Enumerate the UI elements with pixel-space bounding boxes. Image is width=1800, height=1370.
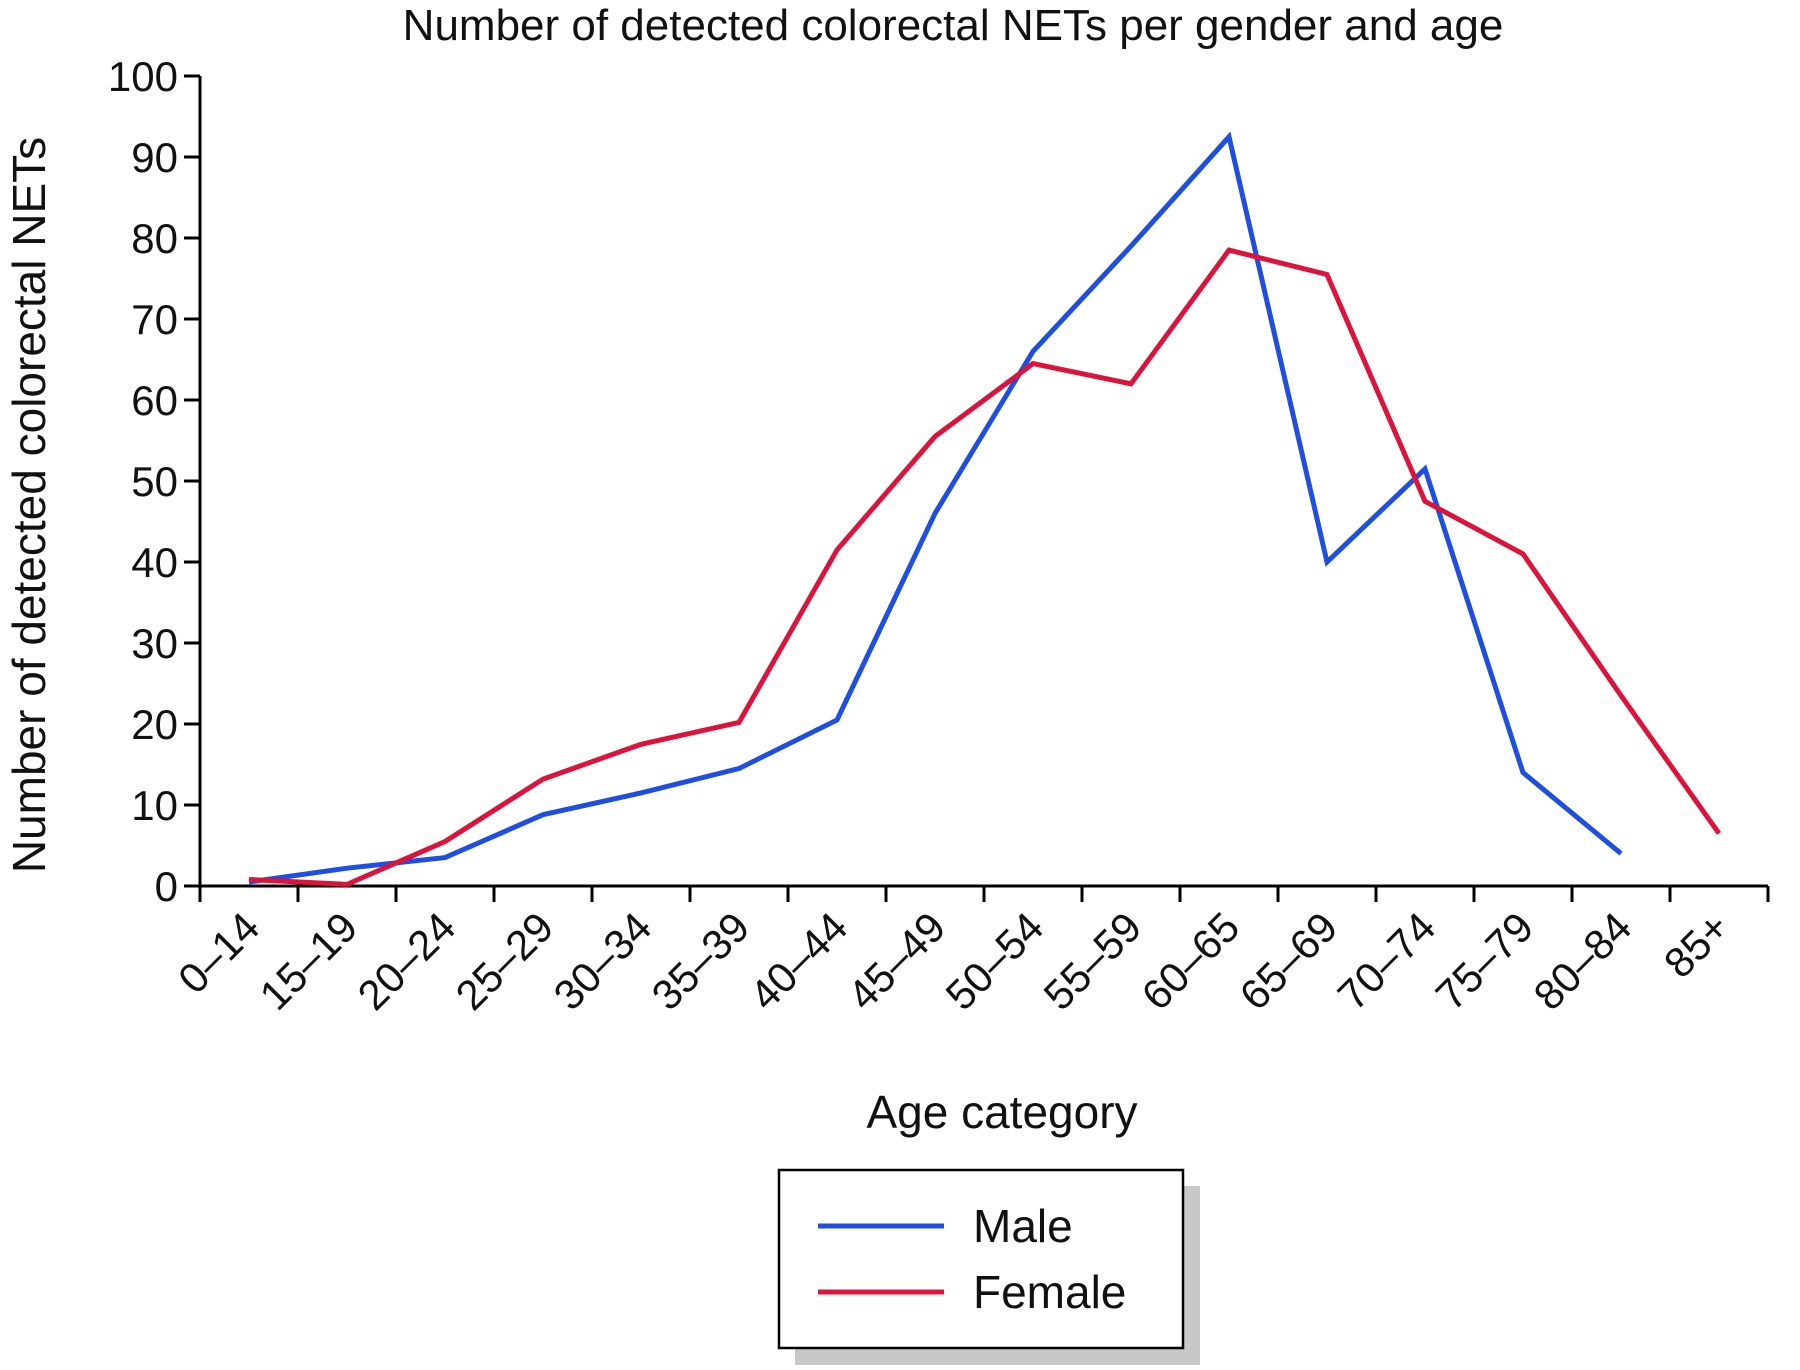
axes: 01020304050607080901000–1415–1920–2425–2… <box>108 53 1770 1019</box>
series-line-male <box>248 131 1623 885</box>
y-axis-label: Number of detected colorectal NETs <box>3 137 55 873</box>
legend-label-male: Male <box>973 1200 1073 1252</box>
x-tick-label: 50–54 <box>937 903 1053 1019</box>
x-tick-label: 60–65 <box>1133 903 1249 1019</box>
y-tick-label: 10 <box>131 782 178 829</box>
y-tick-label: 90 <box>131 134 178 181</box>
x-tick-label: 75–79 <box>1427 903 1543 1019</box>
x-tick-label: 80–84 <box>1525 903 1641 1019</box>
x-tick-label: 65–69 <box>1231 903 1347 1019</box>
x-tick-label: 20–24 <box>349 903 465 1019</box>
legend-label-female: Female <box>973 1266 1126 1318</box>
legend-box <box>777 1168 1185 1350</box>
x-tick-label: 70–74 <box>1329 903 1445 1019</box>
y-tick-label: 0 <box>155 863 178 910</box>
y-tick-label: 50 <box>131 458 178 505</box>
y-tick-label: 40 <box>131 539 178 586</box>
y-tick-label: 100 <box>108 53 178 100</box>
series-line-female <box>248 247 1722 887</box>
x-axis-label: Age category <box>866 1086 1137 1138</box>
x-tick-label: 30–34 <box>545 903 661 1019</box>
x-tick-label: 35–39 <box>643 903 759 1019</box>
y-tick-label: 20 <box>131 701 178 748</box>
y-tick-label: 30 <box>131 620 178 667</box>
y-tick-label: 60 <box>131 377 178 424</box>
x-tick-label: 45–49 <box>839 903 955 1019</box>
x-tick-label: 15–19 <box>251 903 367 1019</box>
legend: Male Female <box>777 1168 1200 1366</box>
x-tick-label: 25–29 <box>447 903 563 1019</box>
y-tick-label: 80 <box>131 215 178 262</box>
chart-title: Number of detected colorectal NETs per g… <box>403 1 1504 50</box>
x-tick-label: 85+ <box>1655 903 1739 987</box>
series-layer <box>248 131 1722 887</box>
x-tick-label: 55–59 <box>1035 903 1151 1019</box>
y-tick-label: 70 <box>131 296 178 343</box>
x-tick-label: 40–44 <box>741 903 857 1019</box>
